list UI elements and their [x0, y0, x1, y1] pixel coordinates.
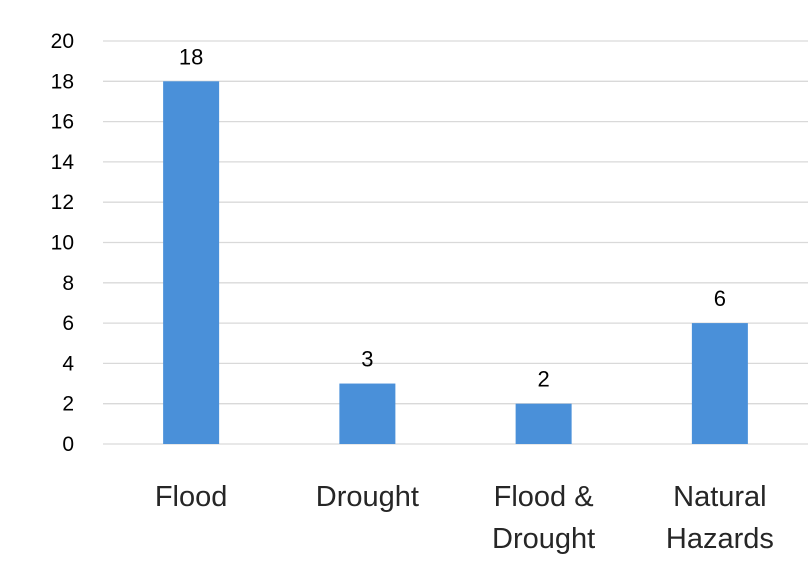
- y-axis-tick-labels: 0 2 4 6 8 10 12 14 16 18 20: [51, 30, 75, 456]
- y-tick-label-4: 4: [62, 352, 74, 375]
- data-labels: 18 3 2 6: [179, 44, 726, 391]
- data-label-2: 2: [538, 367, 550, 392]
- y-tick-label-2: 2: [62, 393, 74, 416]
- data-label-0: 18: [179, 44, 203, 69]
- y-tick-label-20: 20: [51, 30, 74, 53]
- data-label-1: 3: [361, 347, 373, 372]
- y-tick-label-10: 10: [51, 232, 74, 255]
- bars: [163, 81, 748, 444]
- y-tick-label-0: 0: [62, 433, 74, 456]
- x-category-label-line: Drought: [316, 481, 419, 513]
- y-tick-label-8: 8: [62, 272, 74, 295]
- y-tick-label-14: 14: [51, 151, 75, 174]
- x-category-label-line: Natural: [673, 481, 767, 513]
- data-label-3: 6: [714, 286, 726, 311]
- bar-1: [339, 384, 395, 444]
- x-category-label-line: Hazards: [666, 523, 774, 555]
- x-category-label-0: Flood: [155, 481, 228, 513]
- x-category-label-2: Flood & Drought: [492, 481, 595, 555]
- x-category-label-line: Flood &: [494, 481, 594, 513]
- x-category-label-1: Drought: [316, 481, 419, 513]
- x-category-label-line: Flood: [155, 481, 228, 513]
- bar-2: [516, 404, 572, 444]
- x-axis-category-labels: Flood Drought Flood & Drought Natural Hazards: [155, 481, 774, 555]
- x-category-label-3: Natural Hazards: [666, 481, 774, 555]
- y-tick-label-18: 18: [51, 70, 74, 93]
- y-tick-label-6: 6: [62, 312, 74, 335]
- x-category-label-line: Drought: [492, 523, 595, 555]
- y-tick-label-12: 12: [51, 191, 74, 214]
- bar-0: [163, 81, 219, 444]
- bar-3: [692, 323, 748, 444]
- y-tick-label-16: 16: [51, 111, 74, 134]
